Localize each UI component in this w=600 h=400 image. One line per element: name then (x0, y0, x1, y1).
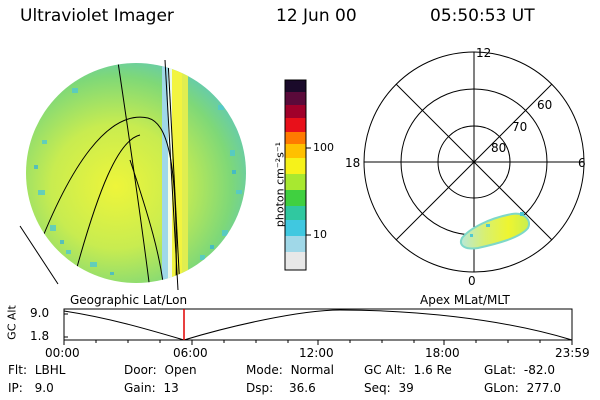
info-door: Door: Open (124, 363, 197, 377)
altitude-xtick-12: 12:00 (299, 346, 334, 360)
right-panel-caption: Apex MLat/MLT (420, 293, 510, 307)
altitude-ytick-9: 9.0 (30, 306, 50, 320)
info-glat-label: GLat: (484, 363, 517, 377)
colorbar (284, 79, 311, 271)
info-mode-label: Mode: (246, 363, 283, 377)
polar-plot (363, 51, 585, 273)
altitude-xtick-24: 23:59 (555, 346, 590, 360)
info-glat: GLat: -82.0 (484, 363, 555, 377)
altitude-ylabel: GC Alt (5, 305, 19, 340)
instrument-title: Ultraviolet Imager (20, 6, 174, 26)
altitude-ytick-1-8: 1.8 (30, 329, 50, 343)
altitude-xtick-18: 18:00 (425, 346, 460, 360)
colorbar-tick-10: 10 (313, 228, 327, 241)
info-flt-label: Flt: (8, 363, 27, 377)
mlat-label-60: 60 (537, 98, 553, 112)
mlat-label-70: 70 (512, 120, 528, 134)
info-gcalt-label: GC Alt: (364, 363, 406, 377)
info-gcalt: GC Alt: 1.6 Re (364, 363, 452, 377)
info-gain: Gain: 13 (124, 381, 179, 395)
date-label: 12 Jun 00 (276, 6, 357, 26)
altitude-plot (63, 308, 573, 345)
info-ip-value: 9.0 (34, 381, 54, 395)
info-flt-value: LBHL (34, 363, 66, 377)
info-flt: Flt: LBHL (8, 363, 65, 377)
info-gain-label: Gain: (124, 381, 156, 395)
info-seq: Seq: 39 (364, 381, 414, 395)
info-dsp-value: 36.6 (288, 381, 316, 395)
mlt-label-6: 6 (578, 156, 586, 170)
altitude-xtick-6: 06:00 (173, 346, 208, 360)
info-glon-label: GLon: (484, 381, 519, 395)
geographic-image (19, 63, 246, 285)
info-mode-value: Normal (290, 363, 334, 377)
mlt-label-12: 12 (476, 46, 492, 60)
time-label: 05:50:53 UT (430, 6, 535, 26)
info-glat-value: -82.0 (523, 363, 555, 377)
mlt-label-0: 0 (468, 274, 476, 288)
info-ip: IP: 9.0 (8, 381, 54, 395)
mlat-label-80: 80 (491, 141, 507, 155)
info-door-label: Door: (124, 363, 157, 377)
altitude-xtick-0: 00:00 (45, 346, 80, 360)
info-gain-value: 13 (163, 381, 179, 395)
left-panel-caption: Geographic Lat/Lon (70, 293, 188, 307)
info-glon: GLon: 277.0 (484, 381, 561, 395)
info-gcalt-value: 1.6 Re (413, 363, 452, 377)
info-ip-label: IP: (8, 381, 23, 395)
colorbar-unit-label: photon cm⁻²s⁻¹ (273, 141, 287, 228)
info-door-value: Open (164, 363, 197, 377)
info-glon-value: 277.0 (526, 381, 561, 395)
info-dsp-label: Dsp: (246, 381, 274, 395)
info-seq-value: 39 (398, 381, 414, 395)
info-mode: Mode: Normal (246, 363, 334, 377)
mlt-label-18: 18 (345, 156, 361, 170)
info-dsp: Dsp: 36.6 (246, 381, 316, 395)
info-seq-label: Seq: (364, 381, 391, 395)
colorbar-tick-100: 100 (313, 141, 334, 154)
